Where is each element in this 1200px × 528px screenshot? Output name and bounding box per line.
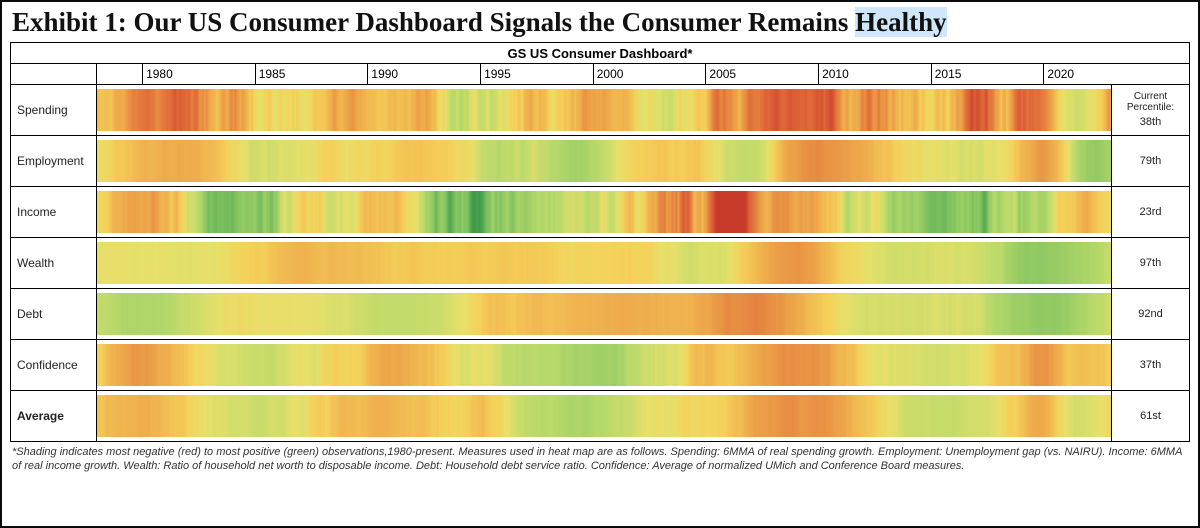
row-heat-area bbox=[97, 238, 1111, 288]
row-heat-area bbox=[97, 85, 1111, 135]
heatmap-row: Confidence 37th bbox=[11, 340, 1189, 391]
x-tick: 2005 bbox=[705, 64, 736, 84]
row-label: Income bbox=[11, 187, 97, 237]
row-heat-area bbox=[97, 340, 1111, 390]
row-label: Wealth bbox=[11, 238, 97, 288]
exhibit-title-highlight: Healthy bbox=[855, 7, 947, 37]
x-tick: 1990 bbox=[367, 64, 398, 84]
x-axis-area: 1980 1985 1990 1995 2000 2005 2010 2015 2020 bbox=[97, 64, 1111, 84]
row-label: Confidence bbox=[11, 340, 97, 390]
row-heat-area bbox=[97, 391, 1111, 441]
x-tick: 2020 bbox=[1043, 64, 1074, 84]
row-percentile: 61st bbox=[1111, 391, 1189, 441]
row-percentile: CurrentPercentile:38th bbox=[1111, 85, 1189, 135]
heatmap-row: Income 23rd bbox=[11, 187, 1189, 238]
chart-frame: GS US Consumer Dashboard* 19801985199019… bbox=[10, 42, 1190, 442]
row-percentile: 92nd bbox=[1111, 289, 1189, 339]
heat-strip bbox=[97, 191, 1111, 233]
heat-strip bbox=[97, 242, 1111, 284]
x-tick: 2000 bbox=[593, 64, 624, 84]
exhibit-container: Exhibit 1: Our US Consumer Dashboard Sig… bbox=[0, 0, 1200, 528]
heatmap-row: Wealth 97th bbox=[11, 238, 1189, 289]
heatmap-rows: SpendingCurrentPercentile:38thEmployment… bbox=[11, 85, 1189, 441]
heatmap-row: Spending CurrentPercentile:38th bbox=[11, 85, 1189, 136]
row-heat-area bbox=[97, 136, 1111, 186]
x-tick: 1995 bbox=[480, 64, 511, 84]
exhibit-title: Exhibit 1: Our US Consumer Dashboard Sig… bbox=[2, 2, 1198, 42]
row-label: Employment bbox=[11, 136, 97, 186]
heat-strip bbox=[97, 89, 1111, 131]
heat-strip bbox=[97, 140, 1111, 182]
chart-footnote: *Shading indicates most negative (red) t… bbox=[2, 442, 1198, 480]
heatmap-row: Employment 79th bbox=[11, 136, 1189, 187]
axis-label-spacer bbox=[11, 64, 97, 84]
row-percentile: 23rd bbox=[1111, 187, 1189, 237]
row-heat-area bbox=[97, 289, 1111, 339]
chart-title: GS US Consumer Dashboard* bbox=[11, 43, 1189, 64]
x-tick: 2015 bbox=[931, 64, 962, 84]
heat-strip bbox=[97, 293, 1111, 335]
row-label: Spending bbox=[11, 85, 97, 135]
heat-strip bbox=[97, 344, 1111, 386]
heatmap-row: Average 61st bbox=[11, 391, 1189, 441]
row-label: Average bbox=[11, 391, 97, 441]
x-tick: 1980 bbox=[142, 64, 173, 84]
row-percentile: 37th bbox=[1111, 340, 1189, 390]
row-percentile: 79th bbox=[1111, 136, 1189, 186]
row-percentile: 97th bbox=[1111, 238, 1189, 288]
heatmap-row: Debt 92nd bbox=[11, 289, 1189, 340]
x-tick: 1985 bbox=[255, 64, 286, 84]
x-tick: 2010 bbox=[818, 64, 849, 84]
axis-pct-spacer bbox=[1111, 64, 1189, 84]
row-heat-area bbox=[97, 187, 1111, 237]
row-label: Debt bbox=[11, 289, 97, 339]
x-axis-row: 1980 1985 1990 1995 2000 2005 2010 2015 2020 bbox=[11, 64, 1189, 85]
heat-strip bbox=[97, 395, 1111, 437]
exhibit-title-text: Exhibit 1: Our US Consumer Dashboard Sig… bbox=[12, 7, 855, 37]
